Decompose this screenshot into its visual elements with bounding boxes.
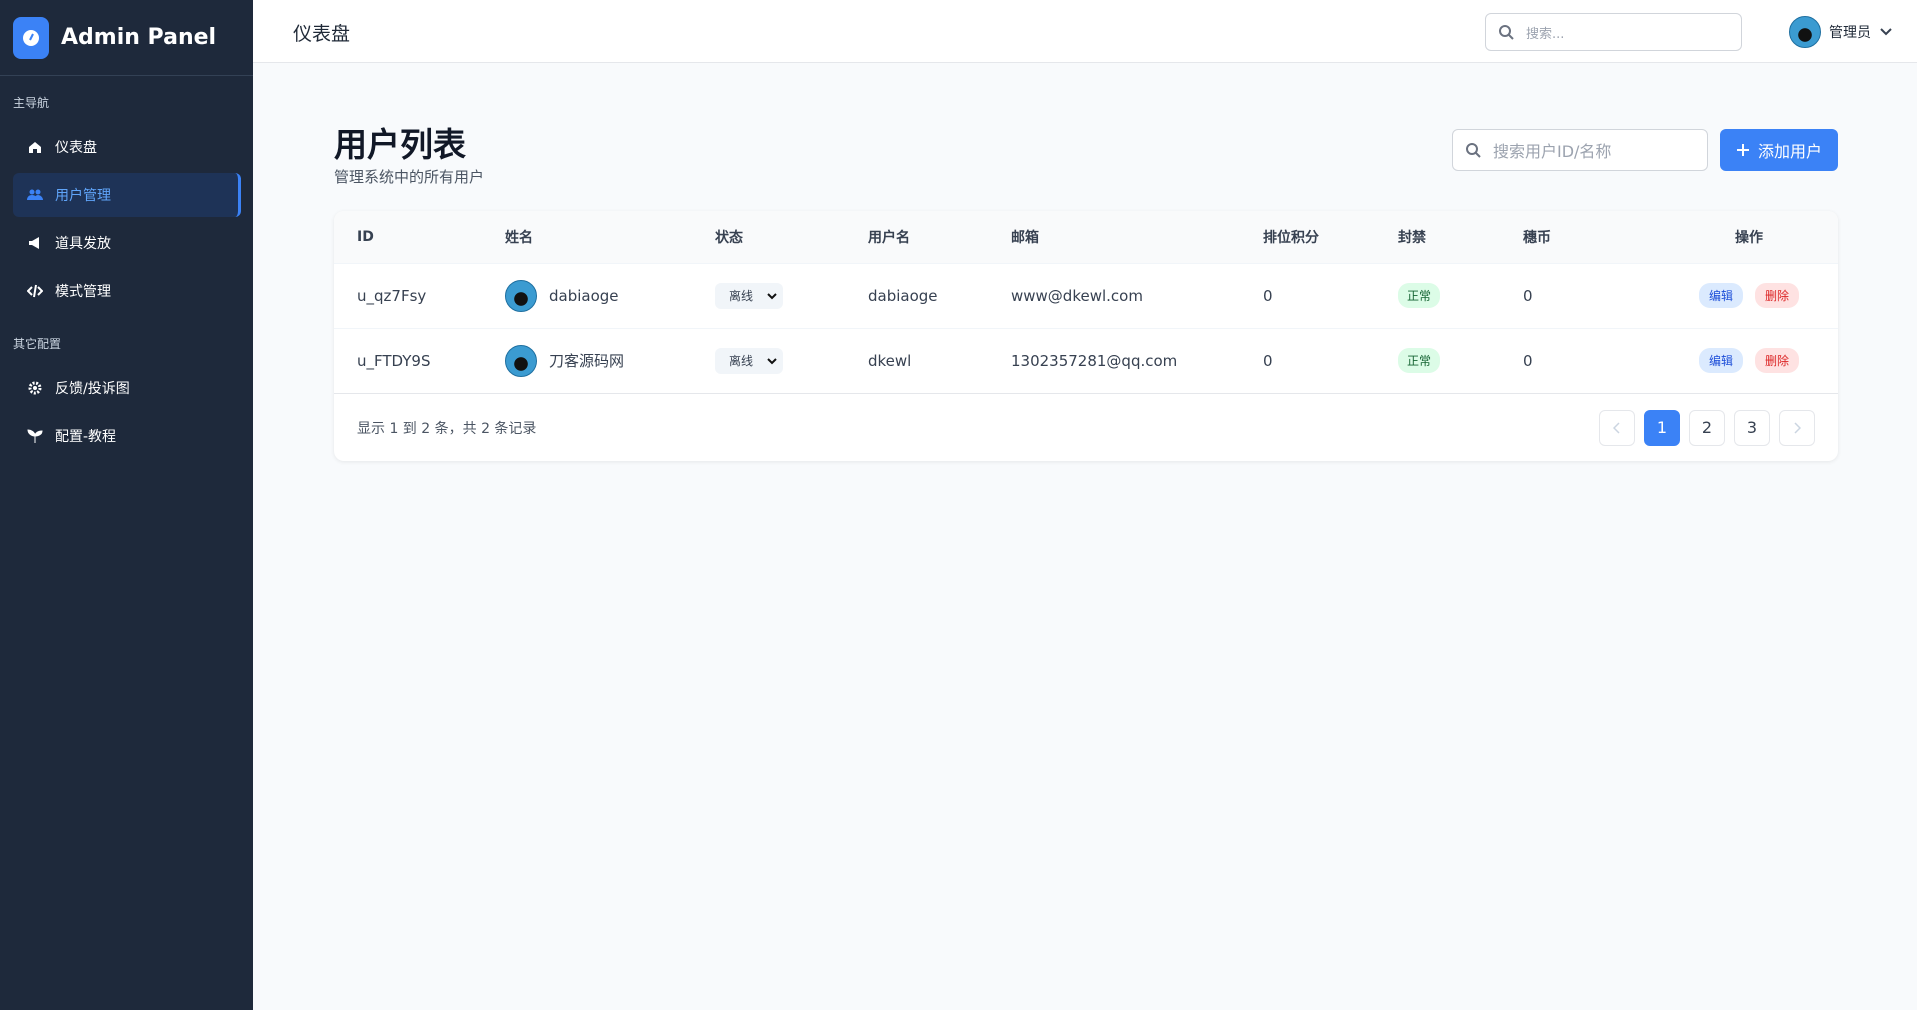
actions: 编辑 删除 — [1660, 283, 1838, 308]
page-button[interactable]: 2 — [1689, 409, 1725, 446]
table-row: u_FTDY9S 刀客源码网 离线 dkewl 1302357281@qq.com 0 正常… — [334, 327, 1838, 393]
page-subtitle: 管理系统中的所有用户 — [334, 168, 485, 186]
button-label: 添加用户 — [1757, 142, 1822, 161]
column-header: 封禁 — [1375, 211, 1500, 263]
coins: 0 — [1500, 262, 1660, 328]
nav-label: 模式管理 — [55, 284, 111, 300]
column-header: 用户名 — [845, 211, 988, 263]
delete-button[interactable]: 删除 — [1755, 348, 1800, 374]
actions-cell: 编辑 删除 — [1660, 327, 1838, 393]
username: dkewl — [845, 327, 988, 393]
user-table-card: ID 姓名 状态 用户名 邮箱 排位积分 封禁 穗币 操作 u_qz7Fsy dabiaoge 离线… — [334, 211, 1838, 461]
nav-item[interactable]: 模式管理 — [13, 269, 241, 313]
name-cell: 刀客源码网 — [482, 327, 692, 393]
status-text: 离线 — [729, 289, 754, 303]
avatar — [505, 279, 537, 312]
nav-label: 反馈/投诉图 — [55, 381, 130, 397]
column-header: 排位积分 — [1240, 211, 1375, 263]
user-table: ID 姓名 状态 用户名 邮箱 排位积分 封禁 穗币 操作 u_qz7Fsy dabiaoge 离线… — [334, 211, 1838, 393]
brand: Admin Panel — [0, 0, 253, 76]
name-text: dabiaoge — [549, 286, 619, 305]
user-name: 管理员 — [1829, 25, 1871, 41]
status-select[interactable]: 离线 — [715, 347, 783, 374]
nav-item[interactable]: 道具发放 — [13, 221, 241, 265]
next-page[interactable] — [1779, 409, 1815, 446]
name: dabiaoge — [505, 279, 692, 312]
nav-item[interactable]: 配置-教程 — [13, 414, 241, 458]
user-menu[interactable]: 管理员 — [1789, 16, 1893, 48]
nav-label: 用户管理 — [55, 188, 111, 204]
column-header: ID — [334, 211, 482, 263]
nav-label: 配置-教程 — [55, 429, 117, 445]
prev-page[interactable] — [1599, 409, 1635, 446]
actions: 编辑 删除 — [1660, 348, 1838, 374]
table-row: u_qz7Fsy dabiaoge 离线 dabiaoge www@dkewl.com 0… — [334, 262, 1838, 328]
user-id: u_qz7Fsy — [334, 262, 482, 328]
column-header: 穗币 — [1500, 211, 1660, 263]
column-header: 邮箱 — [988, 211, 1240, 263]
search-placeholder: 搜索用户ID/名称 — [1493, 142, 1612, 161]
nav-section-title: 其它配置 — [13, 337, 62, 351]
status-cell: 离线 — [692, 262, 845, 328]
search-placeholder: 搜索... — [1526, 26, 1565, 42]
name: 刀客源码网 — [505, 344, 692, 377]
nav-item[interactable]: 用户管理 — [13, 173, 241, 217]
column-header: 状态 — [692, 211, 845, 263]
sidebar: Admin Panel 主导航仪表盘用户管理道具发放模式管理其它配置反馈/投诉图… — [0, 0, 253, 1010]
page-button[interactable]: 3 — [1734, 409, 1770, 446]
header: 仪表盘 搜索... 管理员 — [253, 0, 1917, 63]
nav-item[interactable]: 反馈/投诉图 — [13, 366, 241, 410]
rank-score: 0 — [1240, 262, 1375, 328]
user-search[interactable]: 搜索用户ID/名称 — [1452, 129, 1708, 171]
nav-item[interactable]: 仪表盘 — [13, 125, 241, 169]
delete-button[interactable]: 删除 — [1755, 283, 1800, 308]
name-cell: dabiaoge — [482, 262, 692, 328]
page-title: 用户列表 — [334, 125, 466, 164]
status-cell: 离线 — [692, 327, 845, 393]
navigation: 主导航仪表盘用户管理道具发放模式管理其它配置反馈/投诉图 配置-教程 — [0, 76, 253, 458]
status-text: 离线 — [729, 354, 754, 369]
actions-cell: 编辑 删除 — [1660, 262, 1838, 328]
header-search[interactable]: 搜索... — [1485, 13, 1742, 51]
ban-badge: 正常 — [1398, 283, 1441, 308]
column-header: 操作 — [1660, 211, 1838, 263]
email: www@dkewl.com — [988, 262, 1240, 328]
user-id: u_FTDY9S — [334, 327, 482, 393]
username: dabiaoge — [845, 262, 988, 328]
page-button[interactable]: 1 — [1644, 409, 1680, 446]
nav-label: 仪表盘 — [55, 140, 97, 156]
edit-button[interactable]: 编辑 — [1698, 348, 1743, 374]
ban-cell: 正常 — [1375, 327, 1500, 393]
avatar — [505, 344, 537, 377]
nav-label: 道具发放 — [55, 236, 111, 252]
name-text: 刀客源码网 — [549, 352, 625, 371]
nav-section-title: 主导航 — [13, 96, 50, 110]
brand-name: Admin Panel — [61, 25, 217, 50]
email: 1302357281@qq.com — [988, 327, 1240, 393]
edit-button[interactable]: 编辑 — [1698, 283, 1743, 308]
column-header: 姓名 — [482, 211, 692, 263]
add-user-button[interactable]: 添加用户 — [1720, 129, 1838, 171]
coins: 0 — [1500, 327, 1660, 393]
ban-badge: 正常 — [1398, 348, 1441, 374]
pagination-summary: 显示 1 到 2 条，共 2 条记录 — [357, 420, 537, 437]
status-select[interactable]: 离线 — [715, 282, 783, 309]
rank-score: 0 — [1240, 327, 1375, 393]
ban-cell: 正常 — [1375, 262, 1500, 328]
header-title: 仪表盘 — [293, 23, 351, 45]
